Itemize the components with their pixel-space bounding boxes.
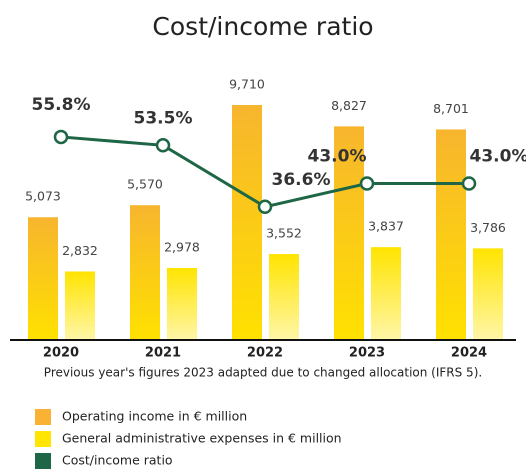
ratio-label: 53.5% [134,108,193,128]
ratio-point [359,176,375,191]
bar [232,105,262,340]
value-label: 8,827 [331,98,367,113]
value-label: 2,832 [62,243,98,258]
value-label: 2,978 [164,239,200,254]
legend-label: Operating income in € million [62,409,247,424]
legend-label: Cost/income ratio [62,453,173,468]
x-tick-label: 2021 [145,346,181,361]
ratio-label: 43.0% [470,147,526,167]
legend-label: General administrative expenses in € mil… [62,431,342,446]
chart-title: Cost/income ratio [152,12,373,41]
bar [167,267,197,340]
legend-swatch [35,453,51,469]
value-label: 3,837 [368,219,404,234]
value-label: 9,710 [229,77,265,92]
ratio-label: 36.6% [272,170,331,190]
value-label: 3,786 [470,220,506,235]
value-label: 5,073 [25,189,61,204]
x-tick-label: 2020 [43,346,79,361]
ratio-point [257,199,273,215]
value-label: 3,552 [266,226,302,241]
note: Previous year's figures 2023 adapted due… [44,366,482,380]
bar [334,126,364,340]
x-tick-label: 2024 [451,346,487,361]
legend-swatch [35,409,51,425]
x-tick-label: 2023 [349,346,385,361]
ratio-point [155,138,171,153]
ratio-label: 43.0% [308,147,367,167]
bar [371,247,401,340]
value-label: 8,701 [433,101,469,116]
legend-swatch [35,431,51,447]
bar [269,254,299,340]
bar [436,129,466,340]
ratio-point [461,176,477,191]
bar [130,205,160,340]
ratio-line [60,135,469,209]
bar [473,248,503,340]
ratio-point [53,129,69,145]
value-label: 5,570 [127,177,163,192]
bar [65,271,95,340]
bar [28,217,58,340]
x-tick-label: 2022 [247,346,283,361]
ratio-label: 55.8% [32,95,91,115]
